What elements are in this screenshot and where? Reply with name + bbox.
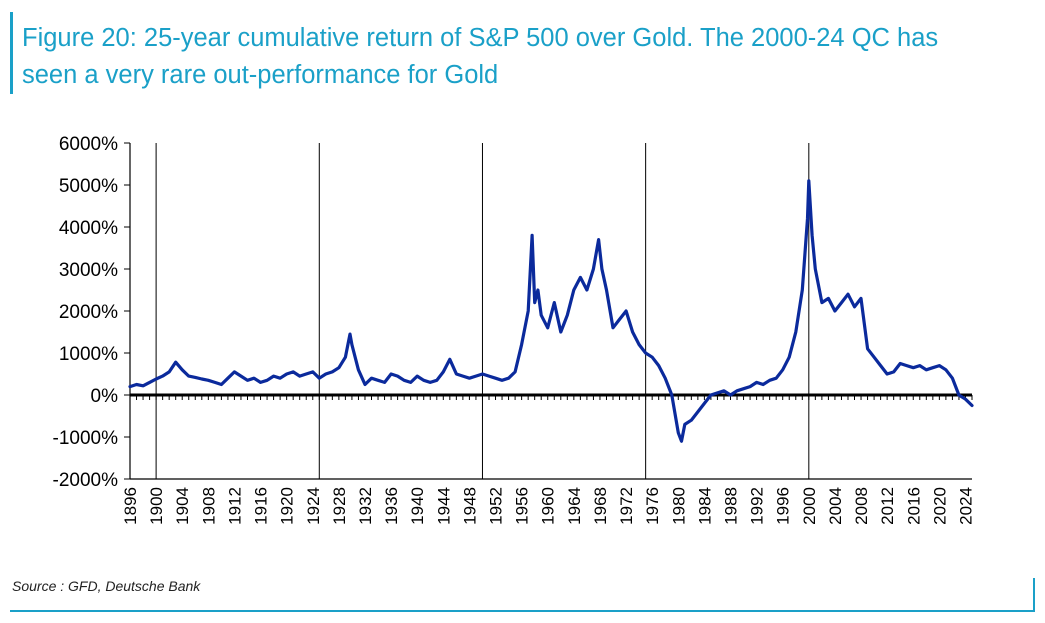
x-tick-label: 2012 [878,487,897,525]
x-tick-label: 1904 [173,487,192,525]
x-tick-label: 1928 [330,487,349,525]
y-tick-label: 5000% [59,176,118,197]
y-tick-label: 6000% [59,134,118,155]
x-tick-label: 1992 [748,487,767,525]
x-tick-label: 1908 [199,487,218,525]
x-tick-label: 1900 [147,487,166,525]
x-tick-label: 1932 [356,487,375,525]
x-tick-label: 1948 [460,487,479,525]
y-tick-label: -1000% [53,428,119,449]
x-tick-label: 1972 [617,487,636,525]
quarter-century-markers [155,143,810,479]
x-tick-label: 1960 [539,487,558,525]
x-tick-label: 1952 [487,487,506,525]
x-tick-label: 1968 [591,487,610,525]
x-tick-label: 1944 [434,487,453,525]
x-tick-label: 1980 [669,487,688,525]
footer-accent-bar [1033,578,1035,612]
x-tick-label: 1988 [721,487,740,525]
y-tick-label: 3000% [59,260,118,281]
x-tick-label: 1924 [304,487,323,525]
series-layer [128,179,974,443]
x-tick-label: 1984 [695,487,714,525]
footer-divider [10,610,1035,612]
x-axis-labels: 1896 1900 1904 1908 1912 1916 1920 1924 1928 1932… [121,487,975,525]
x-tick-label: 1936 [382,487,401,525]
y-tick-label: 0% [91,386,119,407]
x-tick-label: 1912 [225,487,244,525]
x-tick-label: 2004 [826,487,845,525]
line-chart: -2000% -1000% 0% 1000% 2000% 3000% 4000% 5000% 6… [53,134,976,525]
y-tick-label: -2000% [53,470,119,491]
title-accent-bar [10,12,13,94]
source-note: Source : GFD, Deutsche Bank [12,578,201,594]
series-line [128,179,974,443]
y-tick-label: 4000% [59,218,118,239]
x-tick-label: 1964 [565,487,584,525]
axes [124,142,973,480]
y-tick-label: 2000% [59,302,118,323]
title-line-2: seen a very rare out-performance for Gol… [22,61,499,89]
figure-title: Figure 20: 25-year cumulative return of … [22,20,1042,94]
y-tick-label: 1000% [59,344,118,365]
x-tick-label: 1916 [252,487,271,525]
x-tick-label: 2016 [904,487,923,525]
title-line-1: Figure 20: 25-year cumulative return of … [22,24,939,52]
x-tick-label: 1896 [121,487,140,525]
y-axis-labels: -2000% -1000% 0% 1000% 2000% 3000% 4000% 5000% 6… [53,134,119,491]
x-tick-label: 2024 [956,487,975,525]
x-tick-label: 1956 [513,487,532,525]
x-tick-label: 1996 [774,487,793,525]
x-tick-label: 2020 [930,487,949,525]
x-tick-label: 2000 [800,487,819,525]
x-tick-label: 1920 [278,487,297,525]
x-tick-label: 2008 [852,487,871,525]
x-tick-label: 1976 [643,487,662,525]
x-tick-label: 1940 [408,487,427,525]
